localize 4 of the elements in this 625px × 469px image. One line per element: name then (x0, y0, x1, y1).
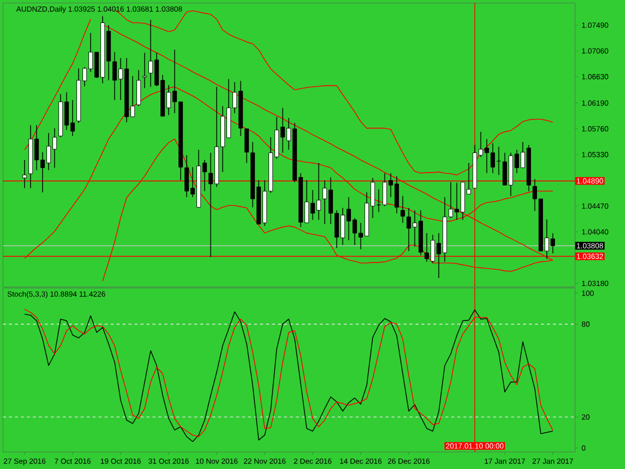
candlestick (22, 160, 27, 189)
candlestick (244, 128, 249, 164)
candlestick (400, 196, 405, 224)
candlestick (142, 52, 147, 88)
